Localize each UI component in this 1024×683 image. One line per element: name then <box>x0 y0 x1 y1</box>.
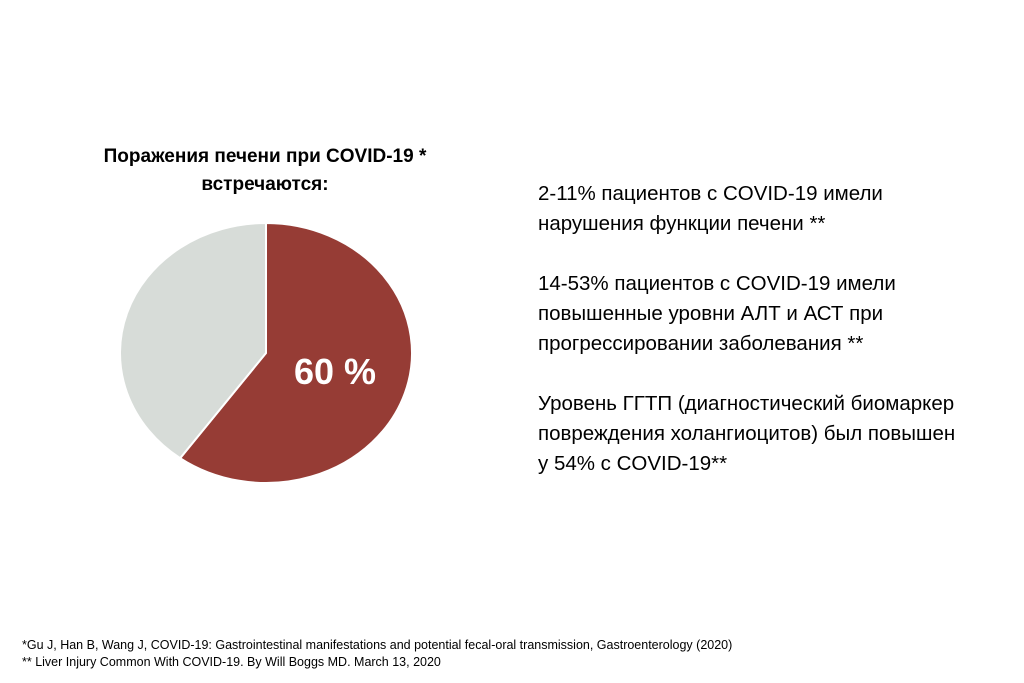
fact-1: 2-11% пациентов с COVID-19 имели нарушен… <box>538 182 883 235</box>
fact-3: Уровень ГГТП (диагностический биомаркер … <box>538 392 956 475</box>
pie-slice-1 <box>119 221 267 460</box>
chart-title-line-1: Поражения печени при COVID-19 * <box>103 146 427 167</box>
pie-slice-0 <box>178 221 413 484</box>
facts-list: 2-11% пациентов с COVID-19 имели нарушен… <box>538 179 958 509</box>
chart-title: Поражения печени при COVID-19 * встречаю… <box>40 143 490 199</box>
fact-2: 14-53% пациентов с COVID-19 имели повыше… <box>538 272 896 355</box>
pie-slice-label: 60 % <box>294 351 376 392</box>
reference-2: ** Liver Injury Common With COVID-19. By… <box>22 655 441 669</box>
references: *Gu J, Han B, Wang J, COVID-19: Gastroin… <box>22 637 732 671</box>
reference-1: *Gu J, Han B, Wang J, COVID-19: Gastroin… <box>22 638 733 652</box>
chart-title-line-2: встречаются: <box>201 174 329 195</box>
